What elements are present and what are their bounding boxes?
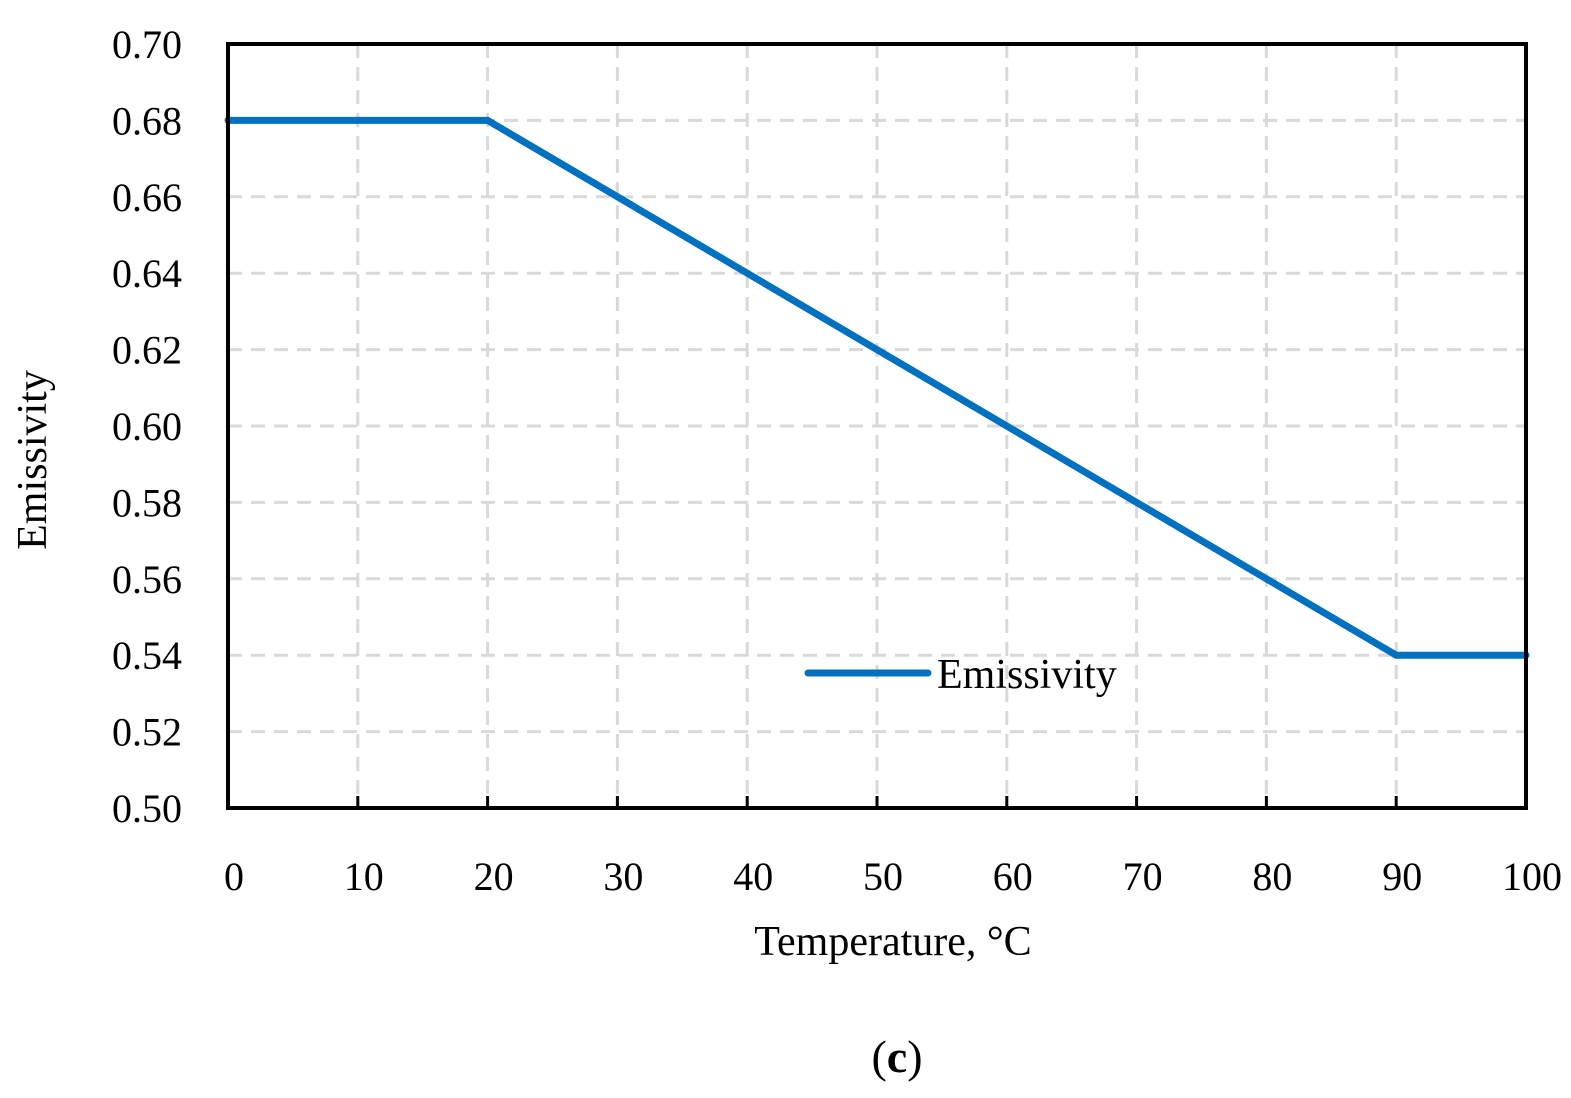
series-line-emissivity xyxy=(228,116,1526,659)
panel-label-letter: c xyxy=(887,1031,907,1082)
x-tick-label: 0 xyxy=(224,854,244,899)
x-tick-label: 90 xyxy=(1382,854,1422,899)
x-tick-label: 100 xyxy=(1502,854,1562,899)
y-tick-label: 0.70 xyxy=(112,22,182,67)
y-tick-label: 0.56 xyxy=(112,557,182,602)
y-axis-title: Emissivity xyxy=(10,370,56,550)
x-axis-ticks: 0 10 20 30 40 50 60 70 80 90 100 xyxy=(224,796,1562,899)
x-tick-label: 60 xyxy=(993,854,1033,899)
x-tick-label: 40 xyxy=(733,854,773,899)
legend: Emissivity xyxy=(804,652,1117,698)
x-tick-label: 50 xyxy=(863,854,903,899)
y-axis-ticks: 0.50 0.52 0.54 0.56 0.58 0.60 0.62 0.64 0.66 0.68… xyxy=(112,22,182,831)
x-tick-label: 70 xyxy=(1123,854,1163,899)
y-tick-label: 0.58 xyxy=(112,480,182,525)
x-tick-label: 80 xyxy=(1252,854,1292,899)
series-point xyxy=(484,116,492,124)
y-tick-label: 0.54 xyxy=(112,633,182,678)
x-tick-label: 20 xyxy=(474,854,514,899)
panel-label: (c) xyxy=(871,1031,922,1082)
y-tick-label: 0.64 xyxy=(112,251,182,296)
y-tick-label: 0.66 xyxy=(112,175,182,220)
y-tick-label: 0.62 xyxy=(112,328,182,373)
y-tick-label: 0.60 xyxy=(112,404,182,449)
panel-label-open: ( xyxy=(871,1031,886,1082)
legend-label-emissivity: Emissivity xyxy=(937,652,1117,698)
y-tick-label: 0.68 xyxy=(112,98,182,143)
x-tick-label: 30 xyxy=(603,854,643,899)
y-tick-label: 0.50 xyxy=(112,786,182,831)
y-tick-label: 0.52 xyxy=(112,710,182,755)
x-axis-title: Temperature, °C xyxy=(754,919,1031,965)
panel-label-close: ) xyxy=(907,1031,922,1082)
series-point xyxy=(1392,651,1400,659)
grid-lines xyxy=(228,44,1526,808)
x-tick-label: 10 xyxy=(344,854,384,899)
